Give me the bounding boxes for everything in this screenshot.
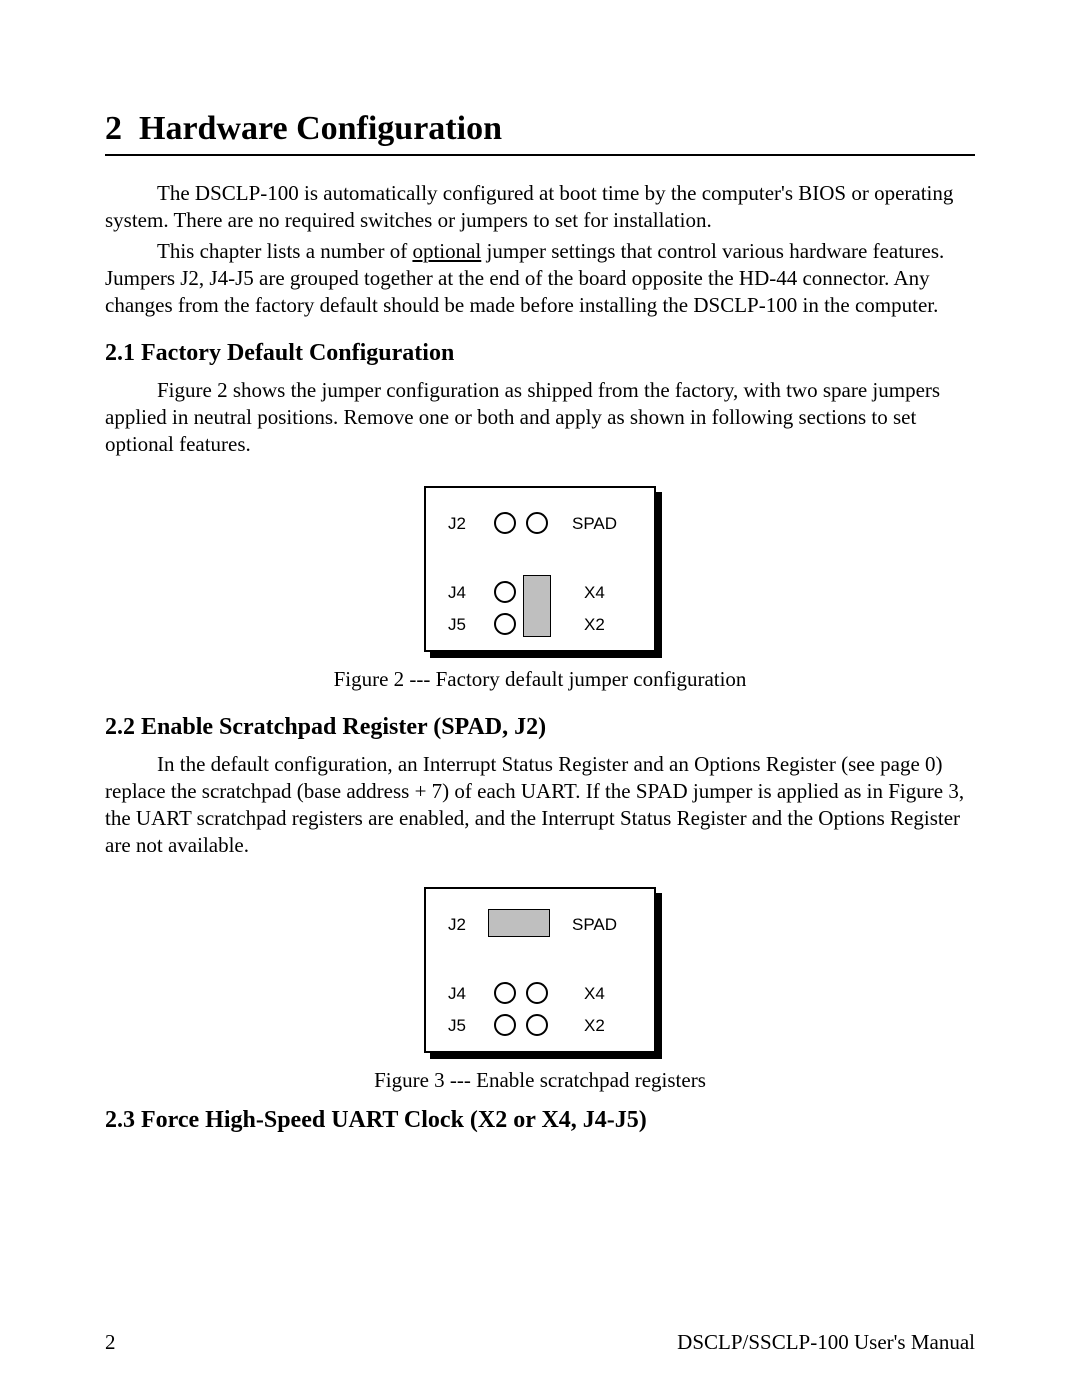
sec22-p1: In the default configuration, an Interru… xyxy=(105,751,975,859)
label-j4: J4 xyxy=(448,583,466,603)
chapter-number: 2 xyxy=(105,110,122,147)
label-j2-f3: J2 xyxy=(448,915,466,935)
label-j4-f3: J4 xyxy=(448,984,466,1004)
figure-3: J2 SPAD J4 X4 J5 X2 xyxy=(105,887,975,1058)
label-x4: X4 xyxy=(584,583,605,603)
pin-j4-b-f3 xyxy=(526,982,548,1004)
figure-2: J2 SPAD J4 X4 J5 X2 xyxy=(105,486,975,657)
pin-j2-a xyxy=(494,512,516,534)
neutral-jumper-block xyxy=(523,575,551,637)
pin-j2-b xyxy=(526,512,548,534)
section-2-1-heading: 2.1 Factory Default Configuration xyxy=(105,340,975,367)
pin-j5-a xyxy=(494,613,516,635)
label-j2: J2 xyxy=(448,514,466,534)
pin-j5-b-f3 xyxy=(526,1014,548,1036)
chapter-rule xyxy=(105,154,975,156)
sec21-p1: Figure 2 shows the jumper configuration … xyxy=(105,377,975,458)
intro-p2: This chapter lists a number of optional … xyxy=(105,238,975,319)
intro-p1-text: The DSCLP-100 is automatically configure… xyxy=(105,181,953,232)
label-j5: J5 xyxy=(448,615,466,635)
manual-title: DSCLP/SSCLP-100 User's Manual xyxy=(677,1330,975,1355)
intro-p2a: This chapter lists a number of xyxy=(157,239,412,263)
chapter-name: Hardware Configuration xyxy=(139,110,502,147)
section-2-2-heading: 2.2 Enable Scratchpad Register (SPAD, J2… xyxy=(105,714,975,741)
figure-2-caption: Figure 2 --- Factory default jumper conf… xyxy=(105,667,975,692)
label-j5-f3: J5 xyxy=(448,1016,466,1036)
intro-p2-underline: optional xyxy=(412,239,481,263)
sec22-p1-text: In the default configuration, an Interru… xyxy=(105,752,964,857)
pin-j4-a-f3 xyxy=(494,982,516,1004)
manual-page: 2 Hardware Configuration The DSCLP-100 i… xyxy=(0,0,1080,1397)
spad-jumper-block xyxy=(488,909,550,937)
label-spad: SPAD xyxy=(572,514,617,534)
section-2-3-heading: 2.3 Force High-Speed UART Clock (X2 or X… xyxy=(105,1107,975,1134)
pin-j4-a xyxy=(494,581,516,603)
chapter-title: 2 Hardware Configuration xyxy=(105,110,975,148)
figure-2-diagram: J2 SPAD J4 X4 J5 X2 xyxy=(424,486,656,652)
label-x2: X2 xyxy=(584,615,605,635)
page-number: 2 xyxy=(105,1330,116,1355)
diagram-frame: J2 SPAD J4 X4 J5 X2 xyxy=(424,486,656,652)
label-x2-f3: X2 xyxy=(584,1016,605,1036)
intro-p1: The DSCLP-100 is automatically configure… xyxy=(105,180,975,234)
diagram-frame-3: J2 SPAD J4 X4 J5 X2 xyxy=(424,887,656,1053)
sec21-p1-text: Figure 2 shows the jumper configuration … xyxy=(105,378,940,456)
figure-3-diagram: J2 SPAD J4 X4 J5 X2 xyxy=(424,887,656,1053)
label-x4-f3: X4 xyxy=(584,984,605,1004)
page-footer: 2 DSCLP/SSCLP-100 User's Manual xyxy=(105,1330,975,1355)
label-spad-f3: SPAD xyxy=(572,915,617,935)
pin-j5-a-f3 xyxy=(494,1014,516,1036)
figure-3-caption: Figure 3 --- Enable scratchpad registers xyxy=(105,1068,975,1093)
